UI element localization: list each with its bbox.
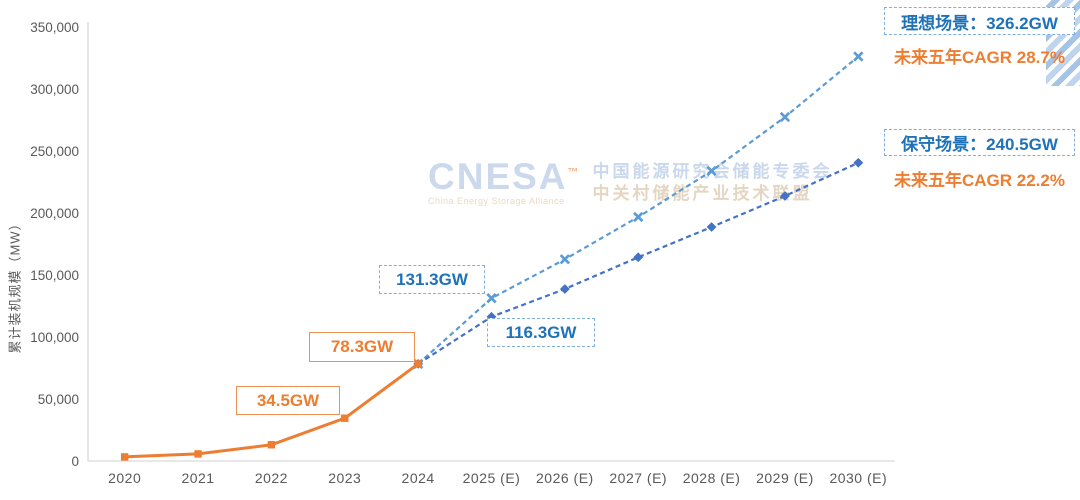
svg-text:2030 (E): 2030 (E) bbox=[829, 470, 887, 486]
y-axis-title: 累计装机规模（MW） bbox=[7, 216, 23, 354]
svg-text:300,000: 300,000 bbox=[30, 82, 79, 97]
marker-square bbox=[120, 453, 129, 461]
cnesa-logo: CNESA™ bbox=[428, 156, 581, 197]
series-history bbox=[120, 360, 422, 461]
conservative-scenario-label: 保守场景：240.5GW bbox=[884, 129, 1075, 156]
marker-diamond bbox=[853, 157, 864, 168]
svg-text:250,000: 250,000 bbox=[30, 144, 79, 159]
marker-square bbox=[414, 360, 422, 368]
data-label-2024: 78.3GW bbox=[309, 332, 415, 362]
svg-text:2026 (E): 2026 (E) bbox=[536, 470, 594, 486]
marker-diamond bbox=[559, 284, 570, 294]
svg-text:0: 0 bbox=[71, 454, 79, 469]
svg-text:2029 (E): 2029 (E) bbox=[756, 470, 814, 486]
marker-x bbox=[559, 254, 571, 265]
marker-x bbox=[706, 165, 717, 177]
svg-text:2021: 2021 bbox=[181, 470, 214, 486]
cnesa-logo-subtitle: China Energy Storage Alliance bbox=[428, 196, 565, 206]
data-label-2023: 34.5GW bbox=[236, 386, 340, 415]
svg-text:2028 (E): 2028 (E) bbox=[683, 470, 741, 486]
marker-diamond bbox=[633, 252, 644, 263]
trademark-icon: ™ bbox=[567, 166, 581, 179]
marker-x bbox=[486, 293, 497, 304]
marker-x bbox=[779, 111, 791, 123]
svg-text:2020: 2020 bbox=[108, 470, 141, 486]
svg-text:2023: 2023 bbox=[328, 470, 361, 486]
marker-diamond bbox=[780, 191, 790, 201]
marker-square bbox=[194, 450, 202, 458]
ideal-scenario-label: 理想场景：326.2GW bbox=[884, 7, 1075, 35]
series-ideal bbox=[412, 51, 864, 370]
marker-square bbox=[267, 441, 276, 449]
cnesa-watermark: CNESA™ China Energy Storage Alliance 中国能… bbox=[428, 158, 833, 206]
svg-text:2025 (E): 2025 (E) bbox=[463, 470, 521, 486]
watermark-line-2: 中关村储能产业技术联盟 bbox=[592, 183, 813, 203]
series-conservative bbox=[413, 157, 864, 369]
x-axis-tick-labels: 2020 2021 2022 2023 2024 2025 (E) 2026 (E) 2027… bbox=[108, 470, 887, 486]
ideal-cagr-label: 未来五年CAGR 28.7% bbox=[894, 48, 1065, 67]
conservative-cagr-label: 未来五年CAGR 22.2% bbox=[894, 171, 1065, 190]
marker-diamond bbox=[706, 222, 717, 232]
marker-square bbox=[341, 414, 349, 422]
svg-text:200,000: 200,000 bbox=[30, 206, 79, 221]
data-label-2025-conservative: 116.3GW bbox=[487, 318, 595, 347]
svg-text:2022: 2022 bbox=[255, 470, 288, 486]
svg-text:2024: 2024 bbox=[402, 470, 435, 486]
marker-x bbox=[853, 51, 864, 62]
svg-text:350,000: 350,000 bbox=[30, 20, 79, 35]
svg-text:2027 (E): 2027 (E) bbox=[609, 470, 667, 486]
y-axis-tick-labels: 0 50,000 100,000 150,000 200,000 250,000 300,0… bbox=[30, 20, 79, 469]
svg-text:100,000: 100,000 bbox=[30, 330, 79, 345]
cnesa-logo-block: CNESA™ China Energy Storage Alliance bbox=[428, 158, 581, 206]
svg-text:50,000: 50,000 bbox=[38, 392, 79, 407]
svg-text:150,000: 150,000 bbox=[30, 268, 79, 283]
data-label-2025-ideal: 131.3GW bbox=[379, 265, 485, 294]
axes: 0 50,000 100,000 150,000 200,000 250,000 300,0… bbox=[30, 20, 895, 486]
marker-x bbox=[633, 211, 644, 223]
